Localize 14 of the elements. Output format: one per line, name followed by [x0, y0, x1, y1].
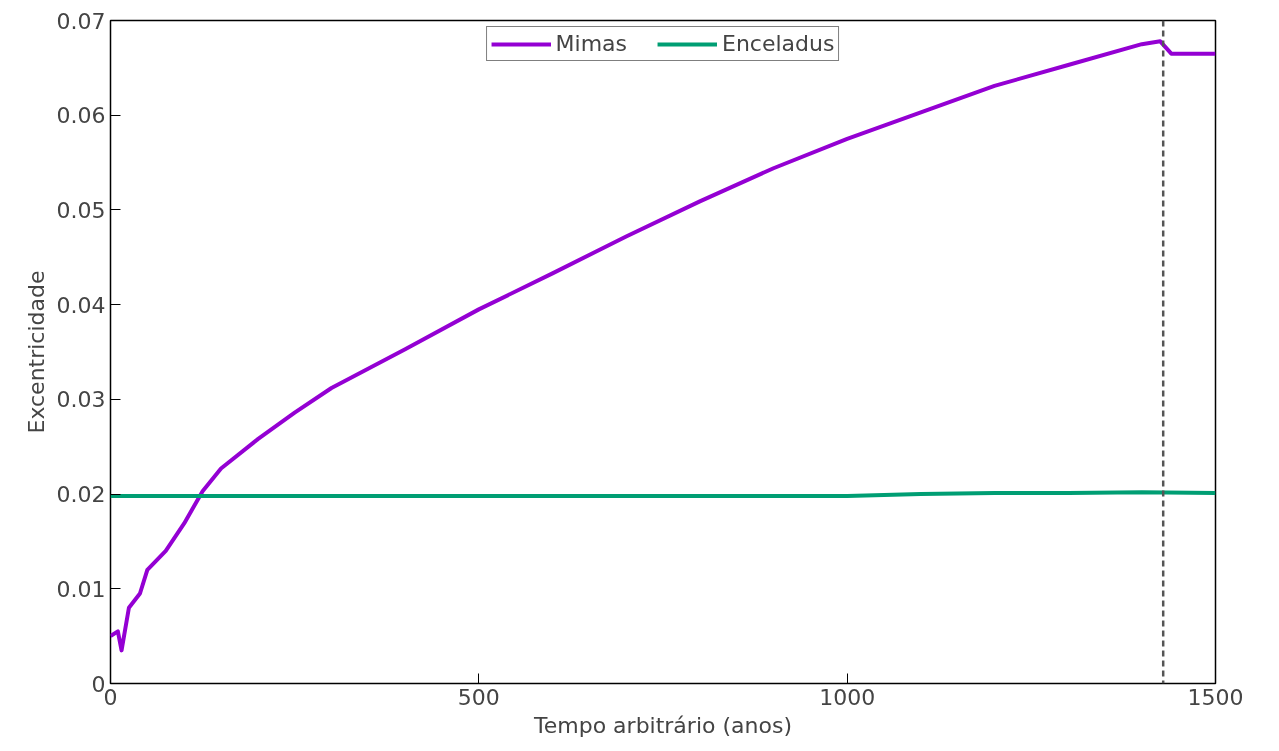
y-tick-label: 0.07	[56, 8, 106, 34]
y-tick-label: 0.06	[56, 103, 106, 129]
legend-label: Enceladus	[722, 31, 835, 56]
y-tick-label: 0.01	[56, 576, 106, 602]
x-axis-title: Tempo arbitrário (anos)	[533, 712, 792, 738]
y-tick-label: 0.05	[56, 197, 106, 223]
y-tick-label: 0.03	[56, 387, 106, 413]
x-tick-label: 1500	[1187, 684, 1244, 710]
x-tick-label: 1000	[819, 684, 876, 710]
x-tick-label: 500	[457, 684, 500, 710]
y-tick-label: 0.04	[56, 292, 106, 318]
y-tick-label: 0.02	[56, 482, 106, 508]
y-axis-title: Excentricidade	[23, 270, 49, 434]
legend-label: Mimas	[555, 31, 628, 56]
